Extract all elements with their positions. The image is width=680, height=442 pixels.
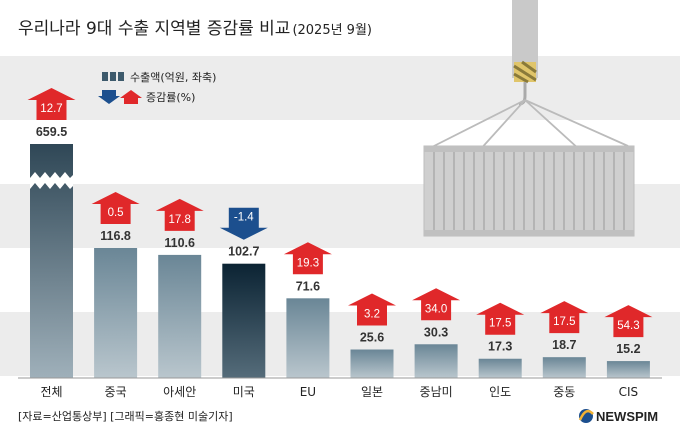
bar-중동 bbox=[542, 357, 586, 378]
value-label-중남미: 30.3 bbox=[424, 325, 448, 339]
value-label-아세안: 110.6 bbox=[164, 236, 195, 250]
change-label-일본: 3.2 bbox=[364, 309, 380, 321]
change-label-전체: 12.7 bbox=[40, 103, 62, 115]
change-arrow-EU bbox=[283, 242, 332, 275]
change-label-아세안: 17.8 bbox=[169, 214, 191, 226]
category-labels: 전체 중국 아세안 미국 EU 일본 중남미 인도 중동 CIS bbox=[40, 385, 638, 399]
value-label-중국: 116.8 bbox=[100, 229, 131, 243]
change-arrow-중국 bbox=[91, 192, 140, 224]
change-label-중동: 17.5 bbox=[553, 316, 575, 328]
down-arrow-icon bbox=[98, 90, 120, 104]
category-label-인도: 인도 bbox=[489, 385, 511, 399]
value-label-전체: 659.5 bbox=[36, 125, 67, 139]
chart-title: 우리나라 9대 수출 지역별 증감률 비교 (2025년 9월) bbox=[18, 19, 372, 39]
category-label-중남미: 중남미 bbox=[420, 385, 453, 399]
bar-일본 bbox=[350, 349, 394, 378]
change-label-CIS: 54.3 bbox=[617, 320, 639, 332]
up-arrow-icon bbox=[120, 90, 142, 104]
change-arrow-중동 bbox=[540, 301, 589, 334]
change-label-EU: 19.3 bbox=[297, 257, 319, 269]
change-label-중국: 0.5 bbox=[108, 207, 124, 219]
value-label-미국: 102.7 bbox=[228, 245, 259, 259]
category-label-중동: 중동 bbox=[553, 385, 575, 399]
category-label-CIS: CIS bbox=[619, 385, 639, 399]
bar-CIS bbox=[606, 361, 650, 378]
category-label-EU: EU bbox=[300, 385, 316, 399]
brand-name: NEWSPIM bbox=[596, 409, 658, 424]
bar-인도 bbox=[478, 358, 522, 378]
value-label-일본: 25.6 bbox=[360, 331, 384, 345]
value-label-중동: 18.7 bbox=[552, 338, 576, 352]
change-arrow-일본 bbox=[348, 293, 396, 326]
change-arrow-전체 bbox=[27, 88, 76, 120]
bar-미국 bbox=[222, 263, 266, 378]
legend-change-label: 증감률(%) bbox=[146, 91, 195, 104]
change-label-미국: -1.4 bbox=[234, 212, 254, 224]
bar-중남미 bbox=[414, 344, 458, 378]
bar-EU bbox=[286, 298, 330, 378]
value-label-인도: 17.3 bbox=[488, 340, 512, 354]
bar-중국 bbox=[94, 248, 138, 378]
value-label-CIS: 15.2 bbox=[616, 342, 640, 356]
category-label-일본: 일본 bbox=[361, 385, 383, 399]
change-arrow-미국 bbox=[219, 207, 268, 240]
bar-series bbox=[30, 144, 650, 378]
change-arrow-인도 bbox=[476, 302, 525, 335]
category-label-미국: 미국 bbox=[233, 385, 255, 399]
axis-break-mark bbox=[30, 172, 73, 189]
category-label-전체: 전체 bbox=[40, 385, 62, 399]
source-credit: [자료=산업통상부] [그래픽=홍종현 미술기자] bbox=[18, 409, 233, 423]
legend-export-label: 수출액(억원, 좌축) bbox=[130, 71, 216, 84]
value-labels: 659.5 116.8 110.6 102.7 71.6 25.6 30.3 17.3 18.7… bbox=[36, 125, 641, 356]
category-label-아세안: 아세안 bbox=[163, 385, 196, 399]
container-illustration bbox=[423, 0, 635, 237]
change-arrow-아세안 bbox=[155, 198, 204, 231]
change-label-중남미: 34.0 bbox=[425, 303, 447, 315]
change-arrow-CIS bbox=[604, 305, 653, 338]
change-arrow-series: 12.7 0.5 17.8 -1.4 19.3 3.2 34.0 17.5 17.5 54.3 bbox=[27, 88, 653, 338]
change-arrow-중남미 bbox=[412, 288, 461, 321]
value-label-EU: 71.6 bbox=[296, 279, 320, 293]
category-label-중국: 중국 bbox=[105, 385, 127, 399]
newspim-logo: NEWSPIM bbox=[578, 409, 658, 424]
legend: 수출액(억원, 좌축) 증감률(%) bbox=[98, 71, 216, 104]
change-label-인도: 17.5 bbox=[489, 318, 511, 330]
legend-bar-swatch bbox=[102, 72, 108, 81]
bar-아세안 bbox=[158, 254, 202, 378]
